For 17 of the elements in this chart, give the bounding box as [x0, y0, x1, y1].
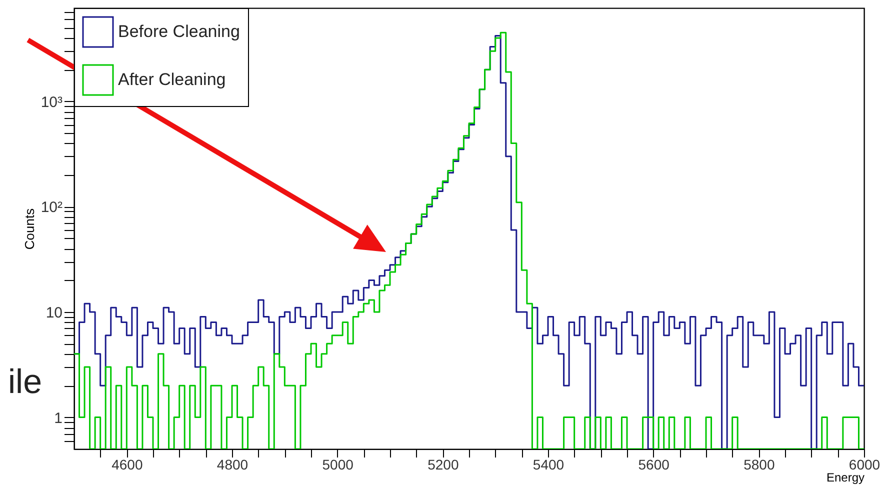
text: ile [8, 363, 42, 401]
x-tick-label: 4600 [112, 456, 143, 472]
y-axis-title: Counts [22, 208, 37, 250]
x-tick-label: 5000 [322, 456, 354, 472]
y-tick-label: 10³ [40, 94, 62, 111]
x-tick-label: 5200 [428, 456, 459, 472]
x-axis-title: Energy [826, 470, 864, 484]
x-tick-label: 5600 [638, 456, 670, 472]
legend-label: After Cleaning [118, 70, 226, 89]
x-tick-label: 4800 [216, 456, 248, 472]
legend-label: Before Cleaning [118, 22, 240, 41]
x-tick-label: 5800 [744, 456, 775, 472]
x-tick-label: 6000 [848, 456, 880, 472]
y-tick-label: 1 [54, 410, 62, 427]
y-tick-label: 10² [40, 199, 62, 216]
x-tick-label: 5400 [532, 456, 564, 472]
y-tick-label: 10 [46, 304, 62, 322]
